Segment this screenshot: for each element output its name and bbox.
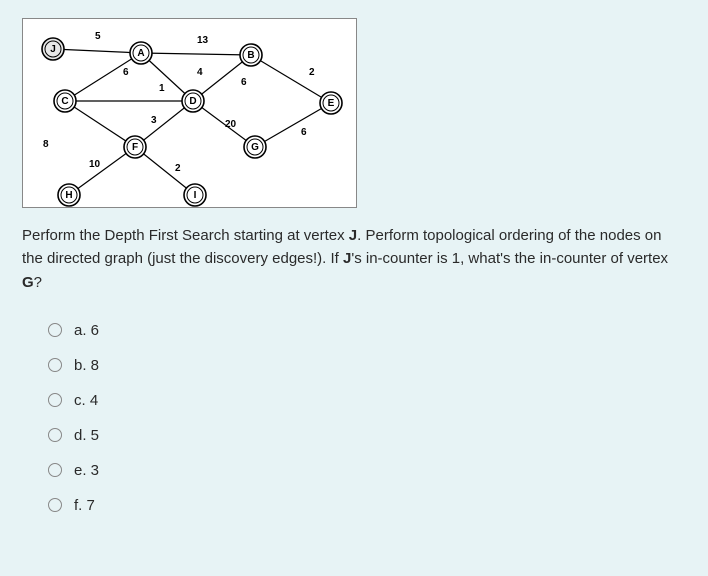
radio-b[interactable] — [48, 358, 62, 372]
svg-text:6: 6 — [123, 67, 129, 78]
svg-text:20: 20 — [225, 119, 237, 130]
option-f[interactable]: f. 7 — [48, 497, 686, 514]
svg-text:1: 1 — [159, 83, 165, 94]
svg-text:E: E — [328, 98, 335, 109]
svg-text:6: 6 — [301, 127, 307, 138]
svg-text:5: 5 — [95, 31, 101, 42]
option-b[interactable]: b. 8 — [48, 357, 686, 374]
q-mid2: 's in-counter is 1, what's the in-counte… — [351, 250, 668, 267]
graph-diagram: 5 13 6 4 1 6 2 3 20 6 8 10 2 J A B C D E F G H I — [22, 18, 357, 208]
svg-text:3: 3 — [151, 115, 157, 126]
svg-text:10: 10 — [89, 159, 101, 170]
svg-text:G: G — [251, 142, 259, 153]
svg-text:13: 13 — [197, 35, 209, 46]
radio-c[interactable] — [48, 393, 62, 407]
svg-text:F: F — [132, 142, 138, 153]
q-prefix: Perform the Depth First Search starting … — [22, 227, 349, 244]
option-label-c: c. 4 — [74, 392, 98, 409]
option-label-e: e. 3 — [74, 462, 99, 479]
svg-text:4: 4 — [197, 67, 203, 78]
option-e[interactable]: e. 3 — [48, 462, 686, 479]
svg-text:C: C — [61, 96, 68, 107]
svg-text:2: 2 — [175, 163, 181, 174]
svg-text:6: 6 — [241, 77, 247, 88]
options-group: a. 6 b. 8 c. 4 d. 5 e. 3 f. 7 — [48, 322, 686, 514]
svg-text:8: 8 — [43, 139, 49, 150]
q-bold3: G — [22, 274, 34, 291]
option-label-d: d. 5 — [74, 427, 99, 444]
radio-e[interactable] — [48, 463, 62, 477]
question-text: Perform the Depth First Search starting … — [22, 224, 686, 294]
radio-a[interactable] — [48, 323, 62, 337]
svg-text:A: A — [137, 48, 144, 59]
option-d[interactable]: d. 5 — [48, 427, 686, 444]
option-label-a: a. 6 — [74, 322, 99, 339]
svg-text:2: 2 — [309, 67, 315, 78]
option-label-f: f. 7 — [74, 497, 95, 514]
radio-f[interactable] — [48, 498, 62, 512]
option-label-b: b. 8 — [74, 357, 99, 374]
radio-d[interactable] — [48, 428, 62, 442]
option-c[interactable]: c. 4 — [48, 392, 686, 409]
svg-text:J: J — [50, 44, 56, 55]
svg-text:B: B — [247, 50, 254, 61]
svg-text:D: D — [189, 96, 196, 107]
q-suffix: ? — [34, 274, 42, 291]
option-a[interactable]: a. 6 — [48, 322, 686, 339]
q-bold1: J — [349, 227, 357, 244]
svg-text:I: I — [194, 190, 197, 201]
graph-svg: 5 13 6 4 1 6 2 3 20 6 8 10 2 J A B C D E F G H I — [23, 19, 356, 207]
svg-text:H: H — [65, 190, 72, 201]
